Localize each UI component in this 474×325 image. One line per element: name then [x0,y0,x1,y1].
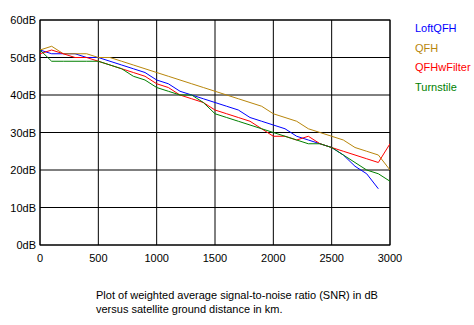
legend-entry: QFH [415,42,438,54]
chart: 0dB 10dB 20dB 30dB 40dB 50dB 60dB 0 500 1000 1500 2… [0,0,474,325]
caption: Plot of weighted average signal-to-noise… [96,289,378,301]
legend-entry: LoftQFH [415,22,457,34]
series-line [40,50,390,181]
y-tick-label: 0dB [16,239,36,251]
series-group [40,46,390,189]
grid-line [98,20,99,245]
x-tick-label: 2000 [261,252,285,264]
y-tick-label: 20dB [10,164,36,176]
legend-entry: QFHwFilter [415,61,471,73]
x-tick-label: 500 [89,252,107,264]
y-tick-label: 40dB [10,89,36,101]
x-tick-label: 3000 [378,252,402,264]
x-tick-label: 1000 [144,252,168,264]
y-tick-label: 30dB [10,127,36,139]
plot-frame [40,20,390,245]
grid-line [331,20,332,245]
y-tick-label: 50dB [10,52,36,64]
plot-area [40,20,390,245]
grid-line [215,20,216,245]
y-tick-label: 60dB [10,14,36,26]
series-line [40,50,378,189]
y-tick-label: 10dB [10,202,36,214]
x-tick-label: 2500 [319,252,343,264]
x-tick-label: 0 [37,252,43,264]
grid-line [156,20,157,245]
caption: versus satellite ground distance in km. [96,303,282,315]
x-tick-label: 1500 [203,252,227,264]
legend-entry: Turnstile [415,81,457,93]
series-line [40,50,390,163]
